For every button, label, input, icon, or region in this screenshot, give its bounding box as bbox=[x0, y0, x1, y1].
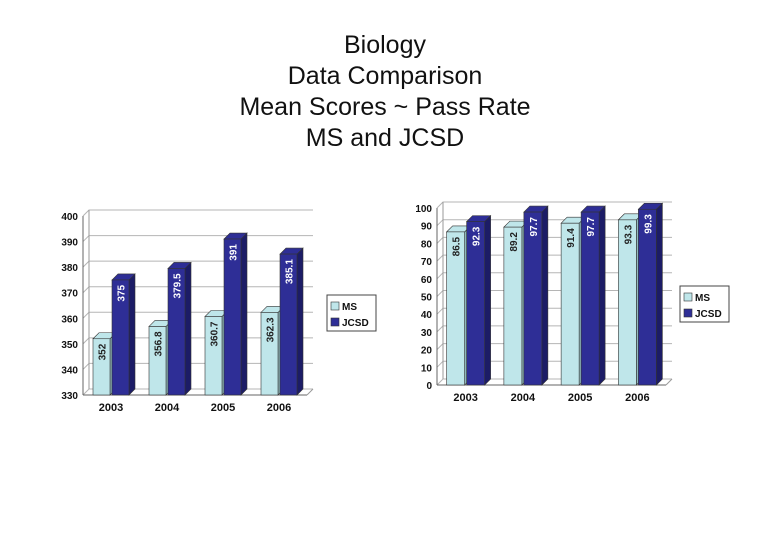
value-label: 92.3 bbox=[472, 226, 483, 246]
legend-swatch-jcsd bbox=[683, 308, 693, 318]
y-tick-label: 90 bbox=[421, 222, 433, 233]
y-tick-label: 380 bbox=[61, 263, 78, 274]
bar-jcsd-2004 bbox=[167, 268, 186, 396]
bar-jcsd-2006 bbox=[638, 208, 657, 386]
chart-2: 0 10 20 30 40 50 60 70 80 90 100 86.5 92.3 2003 89.2 97… bbox=[415, 201, 730, 404]
legend: MS JCSD bbox=[679, 285, 730, 323]
bar-jcsd-2003 bbox=[111, 279, 130, 396]
title-line-3: Mean Scores ~ Pass Rate bbox=[239, 93, 531, 121]
title-line-2: Data Comparison bbox=[287, 62, 483, 90]
legend: MS JCSD bbox=[326, 294, 377, 332]
bar-ms-2003 bbox=[92, 338, 111, 396]
floor-edge bbox=[306, 388, 314, 396]
value-label: 99.3 bbox=[643, 214, 654, 234]
title-line-4: MS and JCSD bbox=[305, 124, 465, 152]
bar-side-jcsd bbox=[240, 232, 248, 396]
bar-side-jcsd bbox=[296, 247, 304, 396]
bar-side-jcsd bbox=[656, 202, 663, 386]
y-tick-label: 40 bbox=[421, 310, 433, 321]
x-tick-label: 2003 bbox=[453, 392, 477, 404]
legend-label: JCSD bbox=[342, 318, 369, 329]
value-label: 379.5 bbox=[173, 273, 184, 298]
x-tick-label: 2006 bbox=[267, 402, 291, 414]
y-tick-label: 100 bbox=[415, 204, 432, 215]
bar-jcsd-2005 bbox=[580, 211, 600, 386]
legend-label: MS bbox=[342, 302, 357, 313]
y-tick-label: 60 bbox=[421, 275, 433, 286]
value-label: 97.7 bbox=[586, 217, 597, 237]
y-tick-label: 20 bbox=[421, 346, 433, 357]
floor-edge bbox=[665, 378, 673, 386]
bar-jcsd-2006 bbox=[279, 253, 298, 396]
value-label: 385.1 bbox=[285, 259, 296, 284]
bar-side-jcsd bbox=[598, 205, 606, 386]
y-tick-label: 50 bbox=[421, 293, 433, 304]
legend-label: JCSD bbox=[695, 309, 722, 320]
bar-ms-2003 bbox=[446, 231, 465, 386]
bar-ms-2006 bbox=[618, 219, 637, 386]
bar-jcsd-2004 bbox=[523, 211, 543, 386]
value-label: 391 bbox=[229, 244, 240, 261]
title-line-1: Biology bbox=[344, 31, 426, 59]
value-label: 89.2 bbox=[509, 232, 520, 252]
x-tick-label: 2004 bbox=[511, 392, 536, 404]
value-label: 356.8 bbox=[154, 331, 165, 356]
y-tick-label: 0 bbox=[426, 381, 432, 392]
x-tick-label: 2006 bbox=[625, 392, 649, 404]
bar-ms-2004 bbox=[503, 226, 523, 386]
value-label: 362.3 bbox=[266, 317, 277, 342]
bar-ms-2006 bbox=[260, 312, 279, 396]
value-label: 97.7 bbox=[529, 217, 540, 237]
legend-label: MS bbox=[695, 293, 710, 304]
value-label: 91.4 bbox=[566, 228, 577, 248]
y-tick-label: 360 bbox=[61, 314, 78, 325]
y-tick-label: 390 bbox=[61, 238, 78, 249]
x-tick-label: 2003 bbox=[99, 402, 123, 414]
y-tick-label: 80 bbox=[421, 239, 433, 250]
bar-jcsd-2003 bbox=[466, 221, 485, 386]
y-tick-label: 30 bbox=[421, 328, 433, 339]
bar-ms-2005 bbox=[560, 222, 580, 386]
y-tick-label: 350 bbox=[61, 340, 78, 351]
bar-side-jcsd bbox=[541, 205, 549, 386]
value-label: 352 bbox=[98, 343, 109, 360]
value-label: 360.7 bbox=[210, 321, 221, 346]
plot-back-wall bbox=[437, 202, 672, 385]
bar-ms-2005 bbox=[204, 316, 223, 396]
legend-swatch-ms bbox=[330, 301, 340, 311]
y-tick-label: 10 bbox=[421, 363, 433, 374]
plot-back-wall bbox=[83, 210, 313, 395]
value-label: 93.3 bbox=[623, 224, 634, 244]
value-label: 86.5 bbox=[452, 236, 463, 256]
y-tick-label: 330 bbox=[61, 391, 78, 402]
y-tick-label: 70 bbox=[421, 257, 433, 268]
bar-side-jcsd bbox=[128, 273, 136, 396]
x-tick-label: 2004 bbox=[155, 402, 180, 414]
x-tick-label: 2005 bbox=[211, 402, 235, 414]
y-tick-label: 340 bbox=[61, 365, 78, 376]
value-label: 375 bbox=[117, 284, 128, 301]
bar-side-jcsd bbox=[184, 261, 192, 396]
bar-jcsd-2005 bbox=[223, 238, 242, 396]
x-tick-label: 2005 bbox=[568, 392, 592, 404]
bar-ms-2004 bbox=[148, 326, 167, 396]
y-tick-label: 370 bbox=[61, 289, 78, 300]
y-tick-label: 400 bbox=[61, 212, 78, 223]
legend-swatch-ms bbox=[683, 292, 693, 302]
slide-title: Biology Data Comparison Mean Scores ~ Pa… bbox=[0, 30, 770, 154]
legend-swatch-jcsd bbox=[330, 317, 340, 327]
bar-side-jcsd bbox=[484, 214, 491, 386]
chart-1: 330 340 350 360 370 380 390 400 352 375 2003 356.8 3… bbox=[61, 209, 377, 414]
